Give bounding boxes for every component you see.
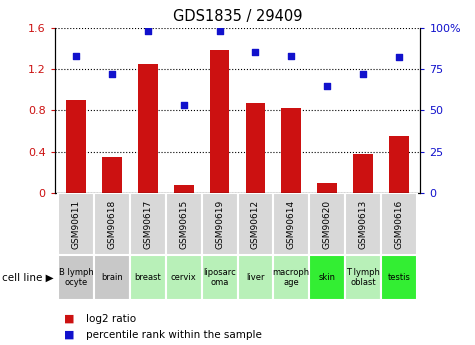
Text: GSM90616: GSM90616 — [394, 200, 403, 249]
Text: log2 ratio: log2 ratio — [86, 314, 136, 324]
Text: liposarc
oma: liposarc oma — [203, 268, 236, 287]
Bar — [381, 193, 417, 255]
Bar — [281, 108, 301, 193]
Text: ■: ■ — [64, 330, 75, 339]
Text: breast: breast — [134, 273, 161, 282]
Bar — [202, 193, 238, 255]
Bar — [381, 255, 417, 300]
Text: testis: testis — [388, 273, 410, 282]
Bar — [94, 193, 130, 255]
Bar — [238, 193, 273, 255]
Point — [287, 53, 295, 59]
Bar — [130, 193, 166, 255]
Bar — [353, 154, 373, 193]
Point — [216, 28, 223, 34]
Text: GSM90613: GSM90613 — [359, 200, 368, 249]
Point — [72, 53, 80, 59]
Bar — [58, 193, 94, 255]
Bar — [345, 255, 381, 300]
Bar — [309, 255, 345, 300]
Bar — [66, 100, 86, 193]
Text: macroph
age: macroph age — [273, 268, 310, 287]
Bar — [309, 193, 345, 255]
Text: skin: skin — [319, 273, 336, 282]
Text: B lymph
ocyte: B lymph ocyte — [59, 268, 94, 287]
Point — [180, 103, 188, 108]
Point — [108, 71, 116, 77]
Bar — [317, 183, 337, 193]
Text: GSM90615: GSM90615 — [179, 200, 188, 249]
Bar — [166, 255, 202, 300]
Bar — [102, 157, 122, 193]
Bar — [238, 255, 273, 300]
Text: GSM90617: GSM90617 — [143, 200, 152, 249]
Bar — [130, 255, 166, 300]
Point — [252, 50, 259, 55]
Text: liver: liver — [246, 273, 265, 282]
Text: GSM90612: GSM90612 — [251, 200, 260, 249]
Bar — [389, 136, 408, 193]
Bar — [273, 193, 309, 255]
Bar — [273, 255, 309, 300]
Text: percentile rank within the sample: percentile rank within the sample — [86, 330, 261, 339]
Text: cervix: cervix — [171, 273, 197, 282]
Text: GDS1835 / 29409: GDS1835 / 29409 — [173, 9, 302, 23]
Point — [144, 28, 152, 34]
Point — [359, 71, 367, 77]
Bar — [58, 255, 94, 300]
Bar — [166, 193, 202, 255]
Text: brain: brain — [101, 273, 123, 282]
Text: GSM90614: GSM90614 — [287, 200, 296, 249]
Text: GSM90620: GSM90620 — [323, 200, 332, 249]
Text: GSM90611: GSM90611 — [72, 200, 81, 249]
Bar — [202, 255, 238, 300]
Bar — [246, 103, 266, 193]
Text: GSM90619: GSM90619 — [215, 200, 224, 249]
Bar — [94, 255, 130, 300]
Text: GSM90618: GSM90618 — [107, 200, 116, 249]
Text: T lymph
oblast: T lymph oblast — [346, 268, 380, 287]
Bar — [345, 193, 381, 255]
Text: ■: ■ — [64, 314, 75, 324]
Point — [323, 83, 331, 88]
Bar — [138, 64, 158, 193]
Bar — [209, 50, 229, 193]
Text: cell line ▶: cell line ▶ — [2, 273, 54, 283]
Bar — [174, 185, 194, 193]
Point — [395, 55, 403, 60]
